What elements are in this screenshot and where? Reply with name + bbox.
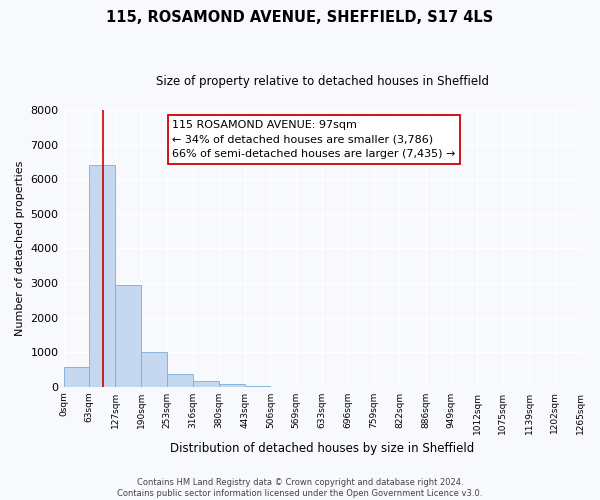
Title: Size of property relative to detached houses in Sheffield: Size of property relative to detached ho… xyxy=(155,75,488,88)
Text: 115, ROSAMOND AVENUE, SHEFFIELD, S17 4LS: 115, ROSAMOND AVENUE, SHEFFIELD, S17 4LS xyxy=(106,10,494,25)
Bar xyxy=(167,374,193,386)
Bar xyxy=(193,380,219,386)
Bar xyxy=(89,166,115,386)
Bar xyxy=(115,284,141,386)
Text: 115 ROSAMOND AVENUE: 97sqm
← 34% of detached houses are smaller (3,786)
66% of s: 115 ROSAMOND AVENUE: 97sqm ← 34% of deta… xyxy=(172,120,455,160)
Text: Contains HM Land Registry data © Crown copyright and database right 2024.
Contai: Contains HM Land Registry data © Crown c… xyxy=(118,478,482,498)
Y-axis label: Number of detached properties: Number of detached properties xyxy=(15,160,25,336)
Bar xyxy=(219,384,245,386)
Bar xyxy=(64,368,89,386)
Bar xyxy=(141,352,167,386)
X-axis label: Distribution of detached houses by size in Sheffield: Distribution of detached houses by size … xyxy=(170,442,474,455)
